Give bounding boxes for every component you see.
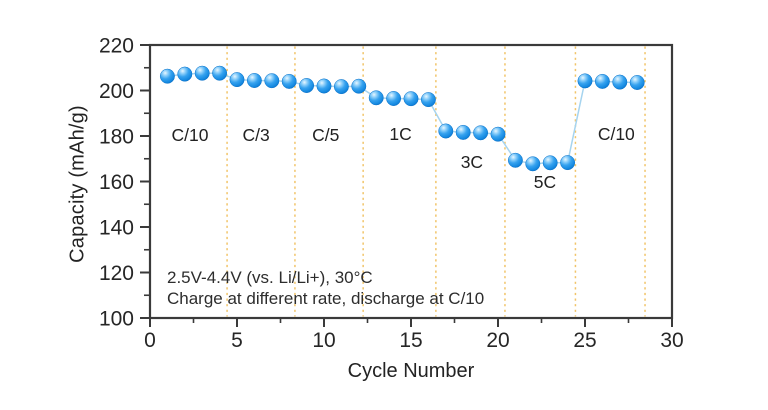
x-axis-tick-label: 30	[660, 329, 683, 352]
x-axis-tick-label: 10	[312, 329, 335, 352]
annotation-line-2: Charge at different rate, discharge at C…	[167, 289, 485, 308]
data-point	[368, 90, 384, 106]
y-axis-tick-label: 140	[99, 217, 134, 240]
data-point	[177, 66, 193, 82]
rate-label: 3C	[461, 152, 483, 172]
y-axis-tick-label: 160	[99, 171, 134, 194]
data-point	[299, 78, 315, 93]
data-point	[264, 73, 280, 89]
data-point	[229, 72, 245, 88]
data-point	[542, 155, 558, 171]
x-axis-tick-label: 15	[399, 329, 422, 352]
test-conditions-annotation: 2.5V-4.4V (vs. Li/Li+), 30°C Charge at d…	[167, 267, 484, 309]
y-axis-tick-label: 180	[99, 126, 134, 149]
rate-label: 1C	[389, 124, 411, 144]
data-point	[351, 78, 367, 94]
x-axis-tick-label: 25	[573, 329, 596, 352]
x-axis-tick-label: 20	[486, 329, 509, 352]
data-point	[473, 125, 489, 141]
data-point	[159, 68, 175, 84]
data-point	[386, 91, 402, 106]
x-axis-tick-label: 5	[231, 329, 243, 352]
data-point	[577, 73, 593, 89]
data-point	[212, 65, 228, 81]
data-point	[560, 155, 576, 171]
rate-label: C/10	[598, 124, 635, 144]
data-point	[438, 123, 454, 139]
x-axis-title: Cycle Number	[347, 360, 475, 382]
data-point	[420, 92, 436, 108]
x-axis-tick-label: 0	[144, 329, 156, 352]
y-axis-title: Capacity (mAh/g)	[66, 105, 89, 263]
data-point	[507, 152, 523, 168]
y-axis-tick-label: 200	[99, 80, 134, 103]
data-point	[246, 73, 262, 88]
series-connector-line	[167, 72, 638, 165]
y-axis-tick-label: 100	[99, 308, 134, 331]
data-point	[194, 65, 210, 81]
data-point	[594, 73, 610, 89]
annotation-line-1: 2.5V-4.4V (vs. Li/Li+), 30°C	[167, 268, 373, 287]
data-point	[612, 74, 628, 90]
data-point	[629, 75, 645, 90]
rate-label: C/3	[243, 125, 270, 145]
data-point	[281, 73, 297, 89]
data-point	[525, 156, 541, 172]
data-point	[455, 124, 471, 140]
rate-label: C/10	[172, 125, 209, 145]
data-point	[333, 79, 349, 95]
rate-label: 5C	[534, 172, 556, 192]
y-axis-tick-label: 120	[99, 262, 134, 285]
rate-label: C/5	[312, 125, 339, 145]
data-point	[403, 91, 419, 107]
plot-background	[150, 45, 672, 318]
y-axis-tick-label: 220	[99, 35, 134, 58]
data-point	[316, 78, 332, 94]
data-point	[490, 126, 506, 142]
